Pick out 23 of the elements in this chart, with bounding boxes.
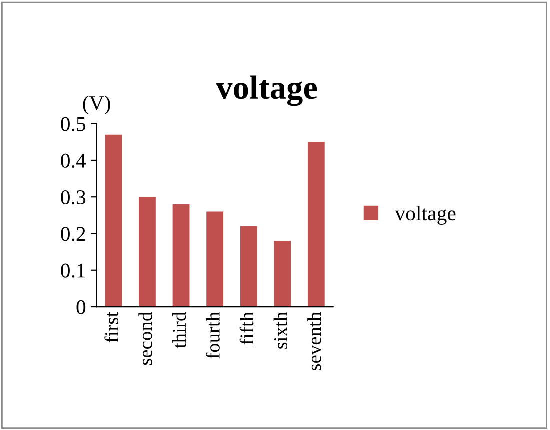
x-tick-label: third (172, 312, 186, 348)
x-tick-label: seventh (308, 312, 322, 370)
x-tick-label: sixth (274, 312, 288, 349)
y-tick-label: 0.4 (61, 154, 86, 168)
x-tick-label: fourth (206, 312, 220, 359)
bar (139, 197, 156, 308)
bar (240, 226, 258, 308)
x-tick-label: second (138, 312, 152, 366)
bar (172, 204, 190, 308)
chart-title: voltage (216, 76, 318, 106)
legend-label: voltage (395, 206, 456, 225)
bar (308, 142, 325, 308)
y-tick-label: 0.5 (61, 117, 86, 132)
x-tick-label: first (104, 312, 119, 343)
y-tick-label: 0.1 (61, 264, 86, 278)
y-axis-title: (V) (83, 96, 110, 115)
bar (105, 134, 122, 308)
x-tick-label: fifth (240, 312, 254, 345)
y-tick-label: 0.3 (61, 190, 86, 205)
y-tick-label: 0.2 (61, 227, 86, 242)
bar (206, 212, 224, 308)
y-tick-label: 0 (76, 300, 86, 314)
bar (274, 241, 292, 308)
